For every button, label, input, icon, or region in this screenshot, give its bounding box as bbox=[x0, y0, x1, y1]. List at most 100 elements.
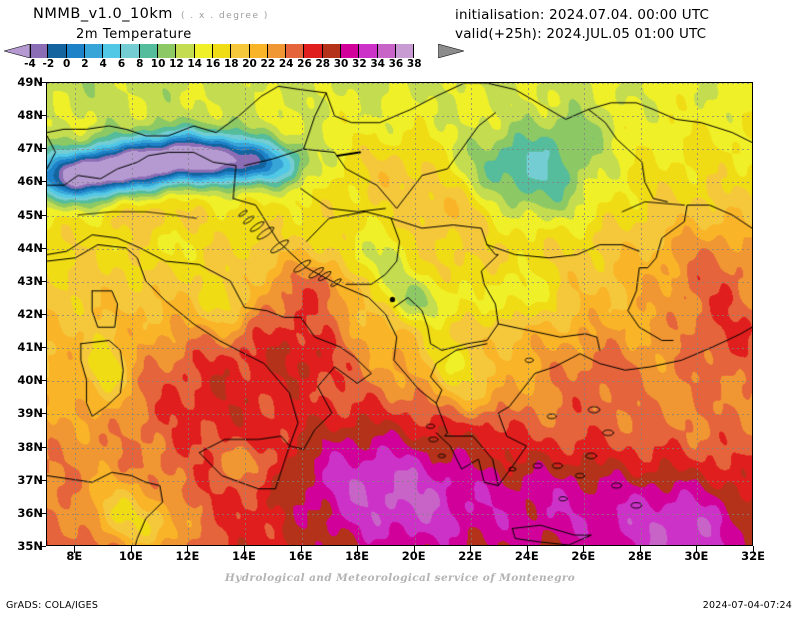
longitude-tick-mark bbox=[753, 546, 754, 553]
generation-stamp: 2024-07-04-07:24 bbox=[702, 600, 792, 611]
colorbar-tick: 16 bbox=[204, 58, 222, 70]
colorbar-swatch bbox=[249, 44, 268, 58]
colorbar-tick: 0 bbox=[57, 58, 75, 70]
colorbar-tick: 24 bbox=[277, 58, 295, 70]
gridline-vertical bbox=[131, 83, 133, 545]
gridline-vertical bbox=[697, 83, 699, 545]
colorbar-tick: 6 bbox=[112, 58, 130, 70]
latitude-tick-mark bbox=[38, 347, 46, 349]
latitude-tick-label: 42N bbox=[17, 307, 43, 321]
colorbar-tick-labels: -4 -2 0 2 4 6 8 10 12 14 16 18 20 22 24 26 28 30 32 34 36 38 bbox=[21, 58, 424, 70]
longitude-tick-mark bbox=[413, 546, 415, 553]
longitude-tick-label: 16E bbox=[288, 549, 313, 563]
colorbar-swatch bbox=[84, 44, 104, 58]
colorbar-tick: 12 bbox=[167, 58, 185, 70]
colorbar-tick: 38 bbox=[405, 58, 423, 70]
temperature-field-canvas bbox=[47, 83, 752, 545]
temperature-map[interactable] bbox=[46, 82, 753, 546]
colorbar: -4 -2 0 2 4 6 8 10 12 14 16 18 20 22 24 26 28 30 32 34 36 38 bbox=[4, 44, 464, 70]
colorbar-swatch bbox=[304, 44, 323, 58]
colorbar-tick: 10 bbox=[149, 58, 167, 70]
gridline-horizontal bbox=[47, 83, 752, 84]
colorbar-swatch bbox=[66, 44, 85, 58]
gridline-horizontal bbox=[47, 480, 752, 482]
colorbar-tick: 4 bbox=[94, 58, 112, 70]
longitude-tick-label: 10E bbox=[118, 549, 143, 563]
latitude-tick-mark bbox=[38, 380, 46, 382]
latitude-tick-label: 48N bbox=[17, 108, 43, 123]
service-credit: Hydrological and Meteorological service … bbox=[224, 572, 576, 584]
colorbar-swatch bbox=[139, 44, 159, 58]
colorbar-swatch bbox=[48, 44, 67, 58]
longitude-tick-label: 30E bbox=[684, 549, 709, 563]
gridline-horizontal bbox=[47, 414, 752, 416]
colorbar-tick: -2 bbox=[39, 58, 57, 70]
initialisation-time: initialisation: 2024.07.04. 00:00 UTC bbox=[455, 7, 710, 23]
longitude-tick-mark bbox=[526, 546, 528, 553]
gridline-horizontal bbox=[47, 149, 752, 151]
colorbar-swatch bbox=[103, 44, 122, 58]
colorbar-tick-label: -2 bbox=[42, 58, 55, 70]
longitude-tick-mark bbox=[74, 546, 76, 553]
colorbar-tick-label: 8 bbox=[136, 58, 144, 70]
colorbar-tick-label: 36 bbox=[388, 58, 404, 70]
colorbar-tick: 22 bbox=[259, 58, 277, 70]
gridline-vertical bbox=[527, 83, 529, 545]
longitude-tick-mark bbox=[130, 546, 132, 553]
colorbar-tick: 20 bbox=[240, 58, 258, 70]
colorbar-tick: 26 bbox=[295, 58, 313, 70]
colorbar-swatch bbox=[30, 44, 49, 58]
gridline-horizontal bbox=[47, 348, 752, 350]
gridline-vertical bbox=[640, 83, 642, 545]
model-name: NMMB_v1.0_10km bbox=[33, 6, 173, 22]
longitude-tick-mark bbox=[696, 546, 698, 553]
colorbar-tick: 14 bbox=[186, 58, 204, 70]
gridline-vertical bbox=[584, 83, 586, 545]
longitude-tick-label: 22E bbox=[458, 549, 483, 563]
colorbar-tick: 18 bbox=[222, 58, 240, 70]
colorbar-tick-label: 18 bbox=[223, 58, 239, 70]
gridline-vertical bbox=[471, 83, 473, 545]
latitude-tick-label: 46N bbox=[17, 174, 43, 189]
gridline-horizontal bbox=[47, 447, 752, 449]
longitude-tick-label: 14E bbox=[232, 549, 256, 563]
colorbar-tick: 32 bbox=[350, 58, 368, 70]
gridline-vertical bbox=[188, 83, 190, 545]
colorbar-tick: 30 bbox=[332, 58, 350, 70]
longitude-tick-label: 32E bbox=[741, 549, 765, 563]
colorbar-swatch bbox=[121, 44, 140, 58]
latitude-tick-label: 37N bbox=[17, 472, 43, 487]
grads-tag: GrADS: COLA/IGES bbox=[6, 600, 99, 611]
colorbar-over-arrow-icon bbox=[438, 44, 464, 58]
colorbar-tick: 28 bbox=[314, 58, 332, 70]
gridline-vertical bbox=[75, 83, 77, 545]
model-units-note: ( . x . degree ) bbox=[180, 11, 269, 21]
latitude-tick-mark bbox=[38, 247, 46, 249]
latitude-tick-label: 43N bbox=[17, 273, 43, 288]
latitude-tick-mark bbox=[38, 82, 46, 83]
gridline-horizontal bbox=[47, 248, 752, 250]
colorbar-tick-label: 24 bbox=[278, 58, 294, 70]
longitude-tick-label: 24E bbox=[514, 549, 539, 563]
latitude-tick-mark bbox=[38, 280, 46, 282]
latitude-tick-label: 49N bbox=[17, 75, 43, 89]
colorbar-swatch bbox=[176, 44, 195, 58]
longitude-tick-mark bbox=[187, 546, 189, 553]
latitude-tick-label: 44N bbox=[17, 240, 43, 255]
model-title: NMMB_v1.0_10km ( . x . degree ) bbox=[33, 6, 269, 22]
longitude-tick-mark bbox=[639, 546, 641, 553]
colorbar-swatch bbox=[322, 44, 342, 58]
colorbar-tick-label: -4 bbox=[24, 58, 36, 70]
colorbar-tick-label: 38 bbox=[406, 58, 422, 70]
longitude-tick-mark bbox=[300, 546, 302, 553]
colorbar-swatch bbox=[212, 44, 232, 58]
longitude-tick-label: 20E bbox=[401, 549, 426, 563]
colorbar-swatch bbox=[286, 44, 305, 58]
latitude-tick-mark bbox=[38, 214, 46, 216]
latitude-tick-mark bbox=[38, 512, 46, 514]
valid-time: valid(+25h): 2024.JUL.05 01:00 UTC bbox=[455, 26, 707, 42]
colorbar-swatch bbox=[194, 44, 213, 58]
colorbar-tick-label: 10 bbox=[150, 58, 166, 70]
gridline-horizontal bbox=[47, 281, 752, 283]
latitude-tick-label: 45N bbox=[17, 207, 43, 222]
